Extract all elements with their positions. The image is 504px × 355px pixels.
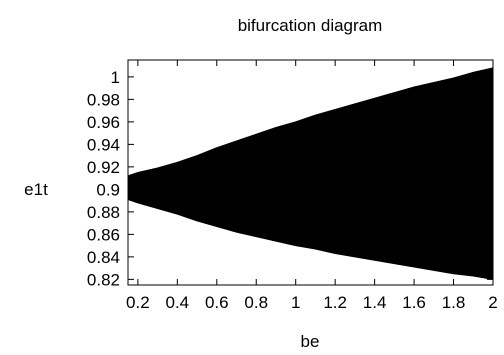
x-tick-label: 2 [488, 293, 497, 312]
plot-area [127, 59, 494, 286]
x-tick-label: 1.4 [363, 293, 387, 312]
y-tick-label: 0.98 [87, 90, 120, 109]
y-tick-label: 0.9 [96, 180, 120, 199]
y-axis-label: e1t [24, 180, 48, 199]
y-tick-label: 1 [111, 68, 120, 87]
y-tick-label: 0.94 [87, 135, 120, 154]
y-tick-label: 0.88 [87, 203, 120, 222]
x-tick-label: 1.2 [323, 293, 347, 312]
x-tick-label: 0.6 [205, 293, 229, 312]
x-axis-label: be [301, 332, 320, 351]
axis-ticks: 0.2 0.4 0.6 0.8 1 1.2 1.4 1.6 1.8 2 0.82 0.84 0.86 0.… [87, 60, 498, 312]
y-tick-label: 0.86 [87, 225, 120, 244]
y-tick-label: 0.84 [87, 248, 120, 267]
plot-frame [127, 59, 494, 286]
x-tick-label: 0.2 [126, 293, 150, 312]
bifurcation-band-0 [127, 67, 494, 280]
chart-title: bifurcation diagram [238, 16, 383, 35]
y-tick-label: 0.96 [87, 113, 120, 132]
y-tick-label: 0.82 [87, 270, 120, 289]
x-tick-label: 1.8 [442, 293, 466, 312]
x-tick-label: 1.6 [402, 293, 426, 312]
x-tick-label: 0.8 [244, 293, 268, 312]
x-tick-label: 0.4 [166, 293, 190, 312]
x-tick-label: 1 [291, 293, 300, 312]
y-tick-label: 0.92 [87, 158, 120, 177]
